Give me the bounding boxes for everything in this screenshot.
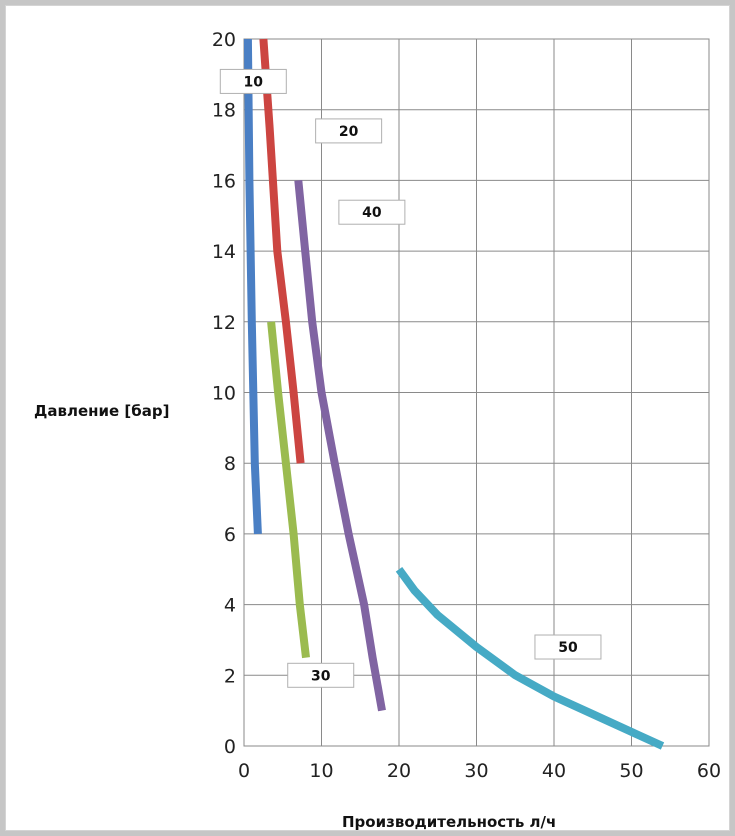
data-label-box: [315, 118, 383, 144]
x-tick-label: 40: [542, 760, 566, 782]
x-tick-label: 0: [238, 760, 250, 782]
y-tick-label: 12: [212, 312, 236, 334]
data-label-text: 20: [339, 124, 359, 140]
y-tick-label: 4: [224, 595, 236, 617]
tick-layer: 0 10 20 30 40 50 60 0 2 4 6 8 10 12 14 16 18 20: [212, 29, 721, 782]
series-layer: [243, 38, 665, 750]
data-label-50: 50: [534, 634, 602, 660]
y-tick-label: 14: [212, 241, 236, 263]
y-tick-label: 10: [212, 383, 236, 405]
data-label-10: 10: [219, 68, 287, 94]
data-label-box: [219, 68, 287, 94]
data-label-40: 40: [338, 199, 406, 225]
y-tick-label: 20: [212, 29, 236, 51]
y-tick-label: 8: [224, 453, 236, 475]
x-tick-label: 60: [697, 760, 721, 782]
x-tick-label: 10: [309, 760, 333, 782]
chart-frame: 10 20 40 30 50 0 10 20 30 40 50 60 0 2 4 6 8 10 12 14 16 18 2…: [5, 5, 730, 831]
data-label-text: 50: [558, 640, 578, 656]
data-label-text: 40: [362, 205, 382, 221]
y-tick-label: 16: [212, 170, 236, 192]
data-label-30: 30: [287, 662, 355, 688]
data-label-box: [534, 634, 602, 660]
series-line-20: [259, 38, 305, 464]
y-tick-label: 18: [212, 100, 236, 122]
y-axis-title: Давление [бар]: [34, 402, 170, 420]
chart-svg: 10 20 40 30 50 0 10 20 30 40 50 60 0 2 4 6 8 10 12 14 16 18 2…: [212, 29, 721, 782]
y-tick-label: 6: [224, 524, 236, 546]
x-axis-title: Производительность л/ч: [342, 813, 557, 831]
series-line-40: [294, 180, 386, 712]
label-layer: 10 20 40 30 50: [219, 68, 602, 688]
x-tick-label: 50: [619, 760, 643, 782]
series-line-10: [243, 38, 262, 535]
series-line-50: [395, 566, 665, 750]
data-label-box: [338, 199, 406, 225]
series-line-30: [267, 321, 310, 659]
data-label-text: 10: [244, 74, 264, 90]
data-label-20: 20: [315, 118, 383, 144]
y-tick-label: 2: [224, 665, 236, 687]
y-tick-label: 0: [224, 736, 236, 758]
grid-layer: [243, 38, 710, 747]
data-label-box: [287, 662, 355, 688]
x-tick-label: 30: [464, 760, 488, 782]
x-tick-label: 20: [387, 760, 411, 782]
data-label-text: 30: [311, 668, 331, 684]
